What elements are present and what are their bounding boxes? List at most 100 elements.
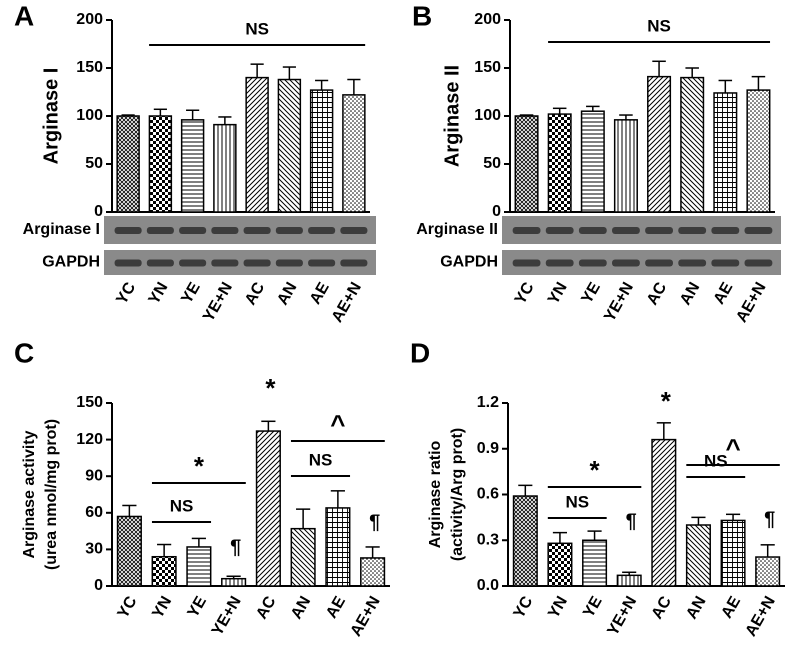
y-tick-label: 100 <box>76 107 103 124</box>
significance-label: * <box>590 455 601 485</box>
x-tick-label: YE+N <box>601 280 637 325</box>
blot-band <box>275 227 303 234</box>
blot-strip <box>104 216 376 244</box>
blot-band <box>678 259 707 267</box>
y-tick-label: 50 <box>85 155 103 172</box>
significance-label: * <box>265 373 276 403</box>
blot-band <box>545 259 574 267</box>
x-tick-label: AE+N <box>733 280 769 326</box>
blot-band <box>340 259 368 267</box>
blot-band <box>744 227 773 234</box>
blot-band <box>308 259 336 267</box>
y-tick-label: 0.6 <box>477 486 499 503</box>
bar <box>514 115 539 213</box>
blot-band <box>211 259 239 267</box>
bar <box>580 110 605 213</box>
x-tick-label: YE <box>579 279 605 306</box>
y-tick-label: 150 <box>474 59 501 76</box>
bar <box>512 495 538 587</box>
blot-band <box>146 259 174 267</box>
bar <box>342 94 366 213</box>
panel-letter: D <box>410 337 430 368</box>
bar <box>360 557 386 587</box>
bar <box>613 119 638 213</box>
y-tick-label: 50 <box>483 155 501 172</box>
blot-band <box>578 227 607 234</box>
bar <box>245 76 269 213</box>
bar <box>186 546 212 587</box>
x-tick-label: AE+N <box>743 594 779 640</box>
bar <box>582 539 608 587</box>
blot-band <box>512 227 541 234</box>
blot-band <box>512 259 541 267</box>
y-tick-label: 0 <box>94 577 103 594</box>
blot-label: Arginase I <box>23 221 100 238</box>
significance-label: ¶ <box>369 511 380 533</box>
y-tick-label: 90 <box>85 467 103 484</box>
bar <box>547 542 573 587</box>
y-tick-label: 120 <box>76 431 103 448</box>
bar <box>755 556 781 587</box>
y-tick-label: 1.2 <box>477 394 499 411</box>
significance-label: * <box>661 386 672 416</box>
y-axis-title: Arginase activity <box>21 430 38 558</box>
blot-band <box>340 227 368 234</box>
bar <box>547 113 572 213</box>
bar <box>720 519 746 587</box>
x-tick-label: AN <box>683 594 709 623</box>
significance-label: NS <box>704 451 728 470</box>
bar <box>713 92 738 213</box>
blot-band <box>545 227 574 234</box>
y-axis-title: (activity/Arg prot) <box>449 428 466 561</box>
x-tick-label: YE+N <box>209 594 245 639</box>
blot-band <box>211 227 239 234</box>
x-tick-label: YN <box>149 594 175 622</box>
significance-label: NS <box>565 492 589 511</box>
bar <box>221 577 247 587</box>
panel-letter: C <box>14 337 34 368</box>
blot-band <box>275 259 303 267</box>
y-tick-label: 0.9 <box>477 440 499 457</box>
significance-label: NS <box>647 16 671 35</box>
blot-band <box>711 259 740 267</box>
bar <box>148 115 173 213</box>
blot-label: Arginase II <box>416 221 498 238</box>
x-tick-label: YE+N <box>200 280 236 325</box>
significance-label: ¶ <box>626 510 637 532</box>
y-axis-title: Arginase ratio <box>427 440 444 548</box>
x-tick-label: AC <box>253 593 280 622</box>
blot-label: GAPDH <box>440 254 498 271</box>
blot-band <box>146 227 174 234</box>
x-tick-label: YC <box>113 279 139 307</box>
blot-band <box>744 259 773 267</box>
x-tick-label: AC <box>644 279 671 308</box>
blot-band <box>645 259 673 267</box>
blot-band <box>179 259 207 267</box>
y-tick-label: 0 <box>492 203 501 220</box>
x-tick-label: AC <box>649 593 676 622</box>
significance-label: ¶ <box>230 536 241 558</box>
x-tick-label: YC <box>511 593 537 621</box>
blot-strip <box>104 250 376 275</box>
x-tick-label: YE <box>185 593 211 620</box>
significance-label: NS <box>245 19 269 38</box>
x-tick-label: AN <box>288 594 314 623</box>
bar <box>255 430 281 587</box>
blot-label: GAPDH <box>42 254 100 271</box>
panel-letter: B <box>412 0 432 31</box>
y-tick-label: 0.3 <box>477 531 499 548</box>
x-tick-label: AN <box>274 280 300 309</box>
bar <box>680 76 705 213</box>
x-tick-label: YC <box>115 593 141 621</box>
y-axis-title: Arginase I <box>40 68 62 165</box>
blot-band <box>612 227 640 234</box>
y-tick-label: 150 <box>76 59 103 76</box>
significance-label: NS <box>170 496 194 515</box>
blot-band <box>243 259 271 267</box>
x-tick-label: AE+N <box>329 280 365 326</box>
bar <box>685 524 711 587</box>
x-tick-label: AE <box>718 593 744 621</box>
bar <box>746 89 771 213</box>
bar <box>647 75 672 213</box>
